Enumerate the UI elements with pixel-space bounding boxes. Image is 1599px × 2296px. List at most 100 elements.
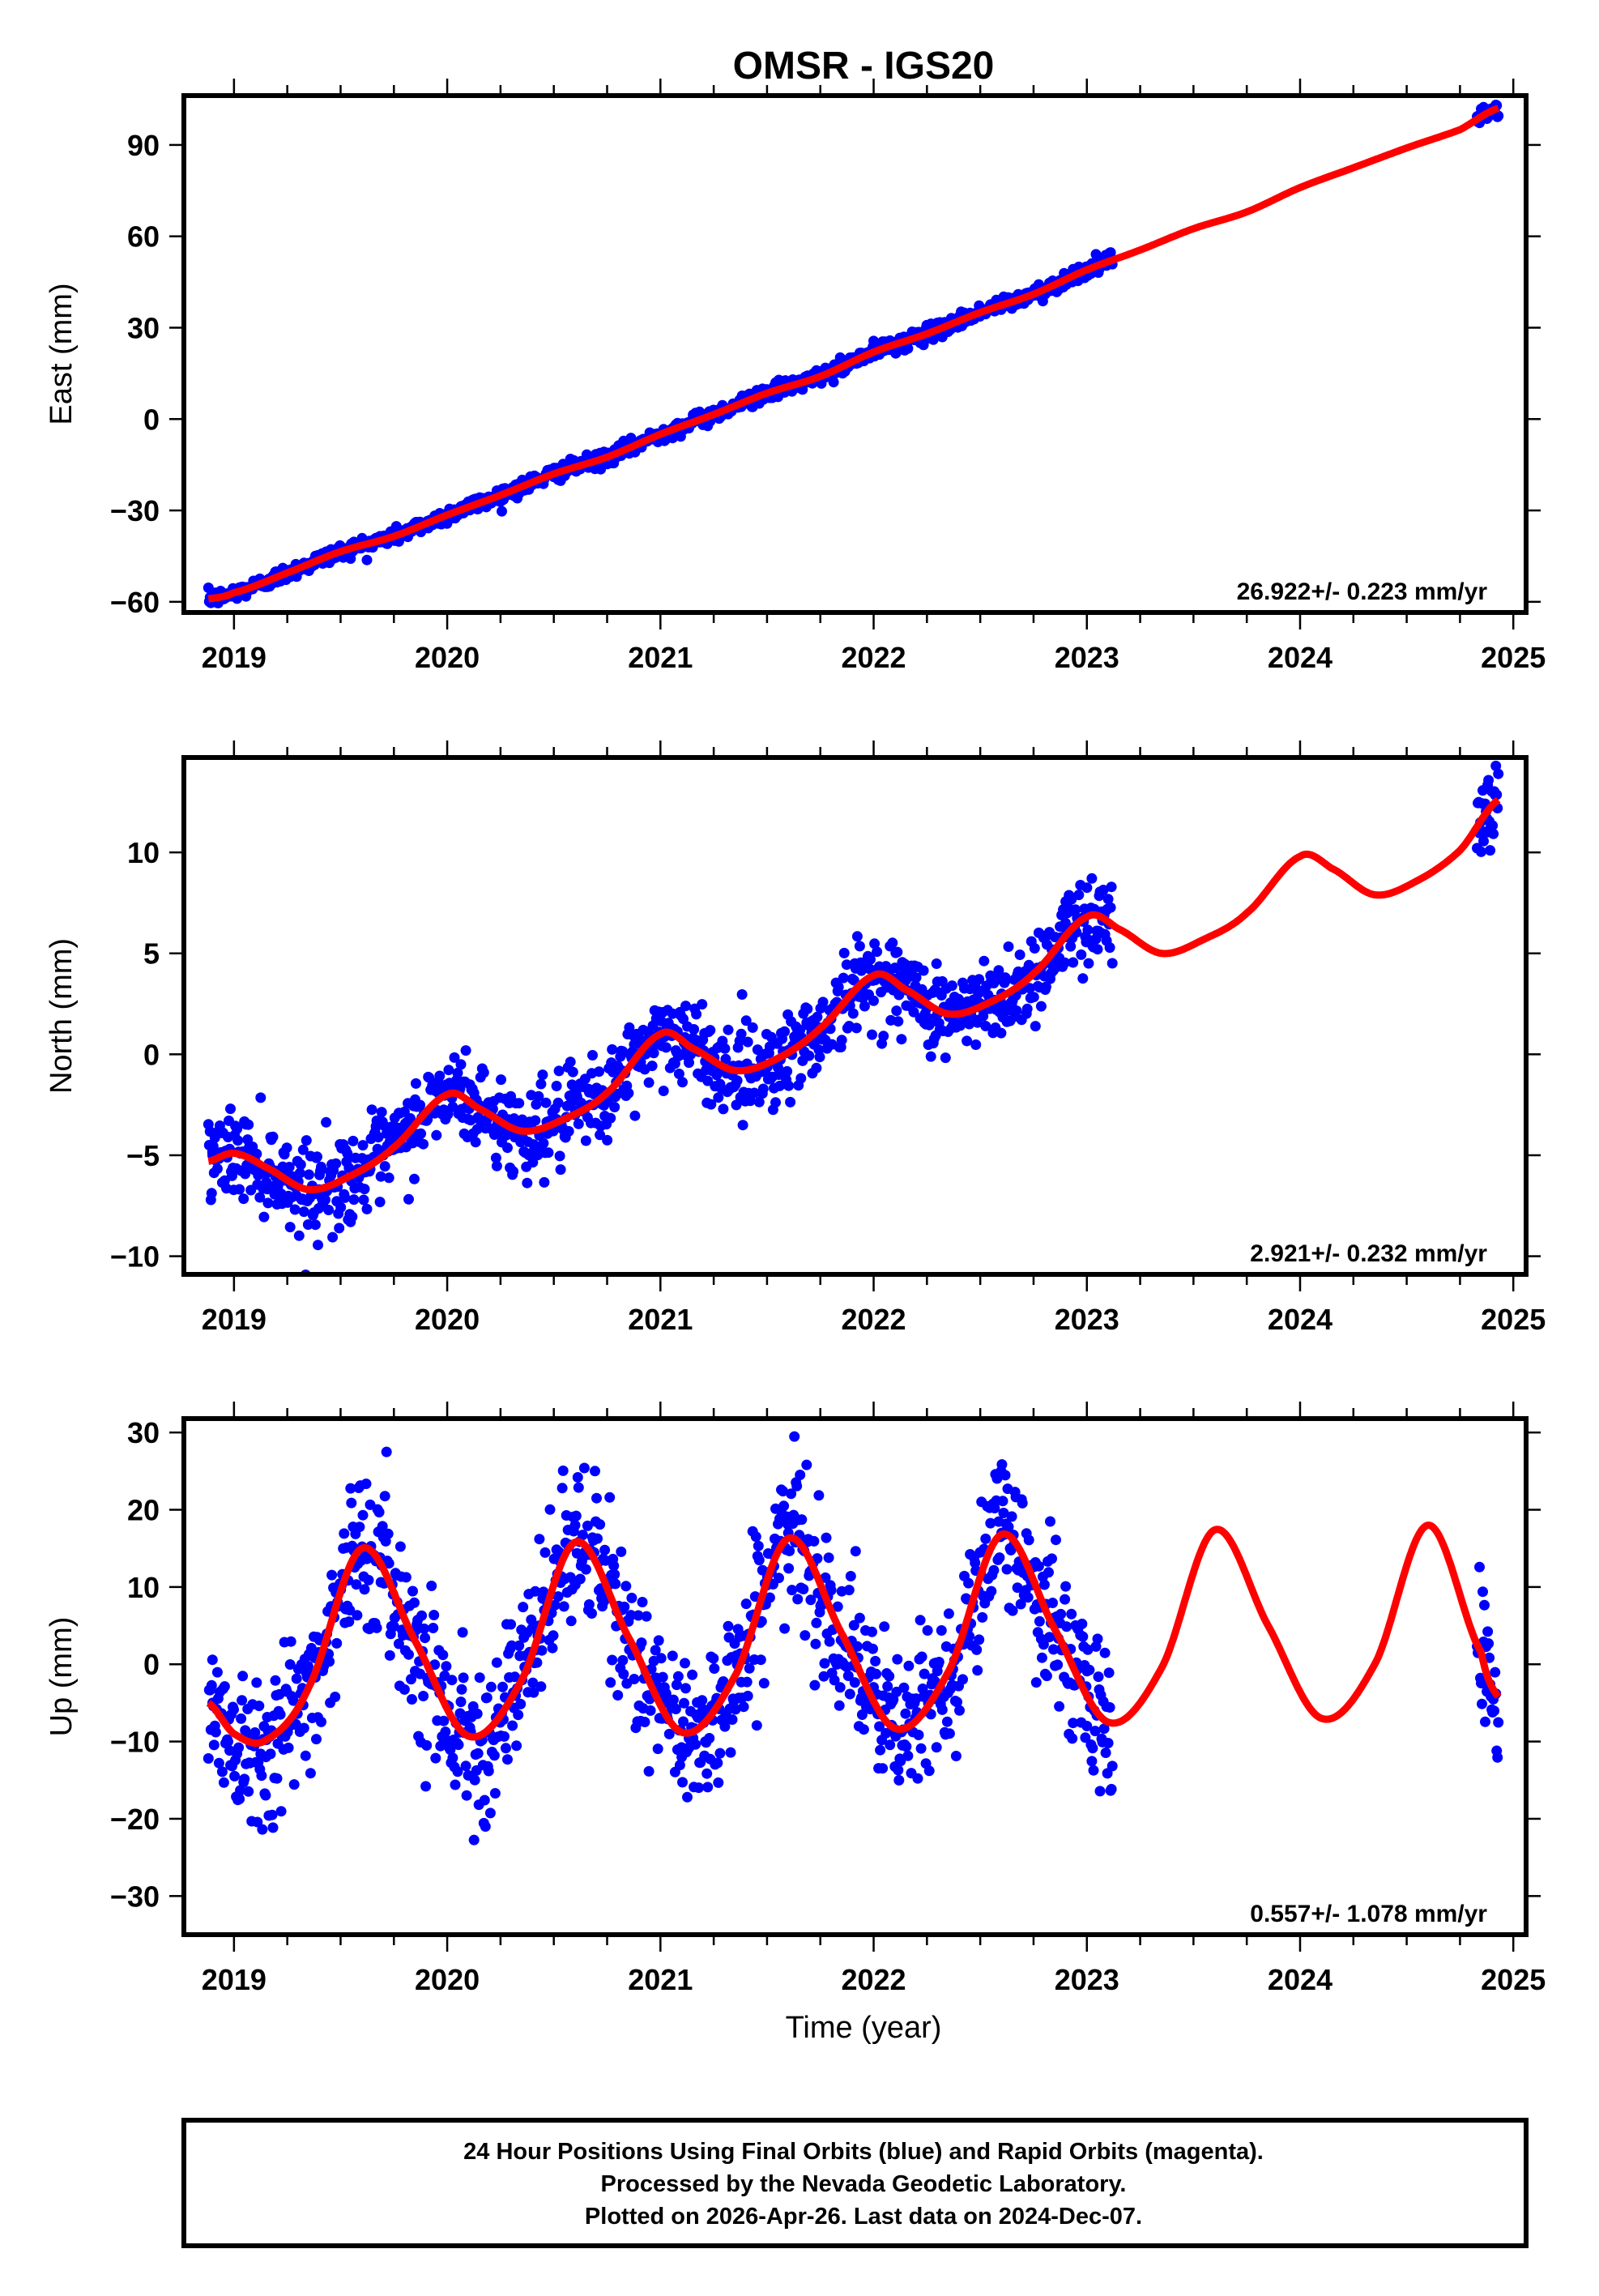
data-point (867, 1626, 877, 1637)
data-point (326, 1569, 338, 1581)
data-point (778, 1486, 789, 1497)
data-point (893, 1765, 904, 1776)
data-point (758, 1678, 770, 1689)
y-tick-label: 20 (127, 1494, 160, 1527)
data-point (480, 1821, 491, 1832)
data-point (854, 1612, 865, 1624)
data-point (289, 1204, 301, 1215)
data-point (203, 1753, 214, 1764)
data-point (1014, 950, 1025, 960)
data-point (1081, 882, 1093, 894)
data-point (787, 1585, 798, 1596)
data-point (1023, 1534, 1034, 1546)
data-point (254, 1192, 266, 1203)
data-point (461, 1790, 472, 1801)
data-point (708, 1653, 719, 1664)
data-point (376, 1107, 387, 1118)
data-point (357, 1509, 369, 1521)
data-point (854, 941, 865, 952)
data-point (275, 1806, 287, 1817)
data-point (933, 1657, 944, 1667)
data-point (327, 1231, 339, 1243)
data-point (1011, 1005, 1022, 1017)
data-point (1030, 1021, 1041, 1032)
data-point (539, 1176, 550, 1188)
data-point (1087, 1743, 1098, 1754)
data-point (234, 1794, 245, 1804)
data-point (363, 1574, 374, 1585)
data-point (690, 1739, 701, 1750)
data-point (655, 1653, 667, 1664)
data-point (489, 1788, 501, 1799)
data-point (301, 1135, 312, 1146)
data-point (267, 1822, 279, 1833)
data-point (418, 1138, 429, 1150)
data-point (557, 1465, 569, 1476)
data-point (430, 1752, 441, 1764)
data-point (812, 1553, 823, 1564)
data-point (779, 1623, 791, 1634)
data-point (896, 1034, 907, 1045)
data-point (447, 1101, 458, 1112)
y-tick-label: 60 (127, 220, 160, 254)
data-point (502, 1142, 513, 1154)
data-point (460, 1760, 471, 1772)
data-point (514, 1098, 525, 1109)
data-point (324, 1656, 335, 1667)
y-tick-label: −30 (110, 494, 160, 527)
data-point (740, 1015, 752, 1026)
data-point (847, 1008, 859, 1019)
data-point (379, 1491, 390, 1502)
data-point (298, 1722, 309, 1734)
data-point (1086, 1756, 1098, 1767)
x-tick-label: 2019 (202, 1303, 266, 1336)
data-point (346, 1497, 357, 1509)
data-point (526, 1614, 537, 1625)
data-point (348, 1135, 359, 1146)
data-point (478, 1067, 489, 1078)
data-point (569, 1520, 581, 1531)
data-point (1477, 1698, 1487, 1709)
data-point (841, 959, 852, 971)
data-point (531, 1657, 543, 1668)
data-point (288, 1779, 300, 1790)
data-point (950, 1751, 962, 1761)
data-point (418, 1691, 429, 1701)
data-point (908, 1006, 919, 1018)
data-point (1067, 1733, 1078, 1744)
data-point (1093, 1671, 1104, 1683)
data-point (1492, 1752, 1503, 1763)
data-point (1485, 845, 1496, 856)
data-point (1088, 1765, 1099, 1776)
data-point (474, 1672, 485, 1684)
data-point (778, 1500, 790, 1512)
chart-title: OMSR - IGS20 (733, 45, 995, 87)
data-point (865, 954, 876, 965)
east-y-axis-label: East (mm) (45, 283, 79, 425)
data-point (409, 1597, 420, 1608)
data-point (359, 1584, 370, 1595)
data-point (1047, 1598, 1058, 1608)
data-point (802, 1003, 813, 1014)
data-point (1489, 1705, 1500, 1717)
data-point (881, 1727, 892, 1739)
data-point (637, 1597, 648, 1607)
data-point (706, 1099, 717, 1110)
data-point (608, 1560, 620, 1572)
data-point (884, 1671, 895, 1682)
x-tick-label: 2023 (1055, 641, 1119, 674)
up-clipped-marks (203, 1431, 1504, 1846)
data-point (725, 1747, 736, 1758)
data-point (723, 1024, 734, 1035)
data-point (783, 1563, 795, 1574)
y-tick-label: −10 (110, 1726, 160, 1759)
data-point (553, 1065, 565, 1077)
x-tick-label: 2024 (1268, 1303, 1332, 1336)
data-point (887, 937, 898, 949)
data-point (235, 1785, 246, 1796)
data-point (578, 1462, 590, 1474)
data-point (573, 1118, 584, 1129)
data-point (641, 1611, 652, 1622)
data-point (1083, 958, 1094, 969)
data-point (594, 1066, 604, 1078)
